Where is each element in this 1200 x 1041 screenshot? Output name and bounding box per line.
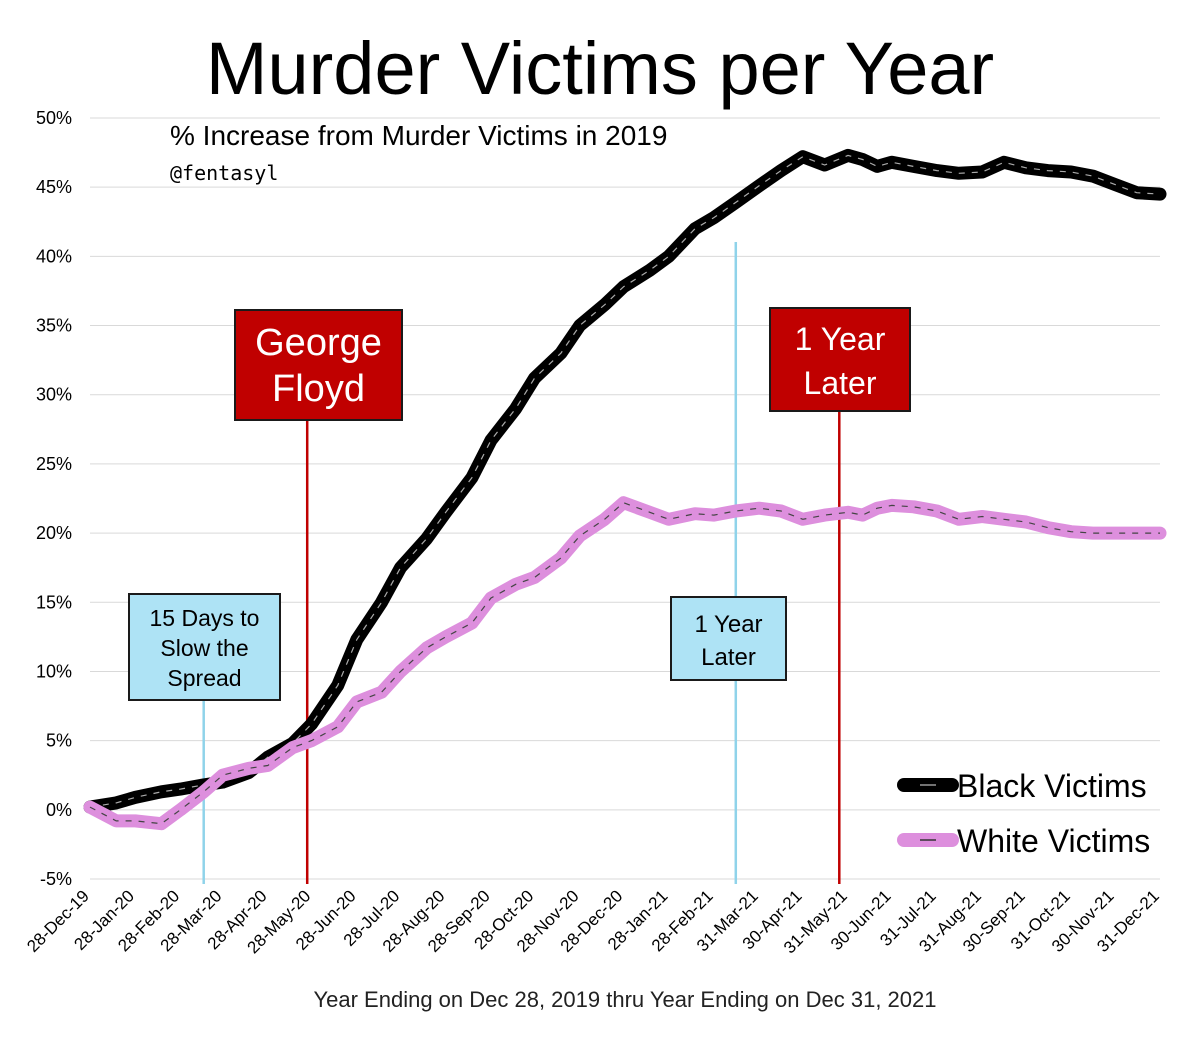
event-label-text: Slow the bbox=[160, 635, 248, 661]
event-label-text: George bbox=[255, 322, 382, 364]
author-handle: @fentasyl bbox=[170, 161, 278, 185]
event-label-text: 1 Year bbox=[694, 611, 762, 638]
y-tick-label: 25% bbox=[36, 454, 72, 474]
series-lines bbox=[83, 148, 1167, 831]
grid-lines bbox=[90, 117, 1160, 880]
event-label-box bbox=[769, 307, 911, 412]
y-tick-label: 40% bbox=[36, 246, 72, 266]
y-tick-label: 20% bbox=[36, 523, 72, 543]
event-label-box bbox=[234, 309, 403, 421]
y-tick-label: 30% bbox=[36, 385, 72, 405]
series-line-dash bbox=[89, 502, 1160, 825]
event-label-text: Spread bbox=[167, 665, 241, 691]
series-line bbox=[83, 148, 1167, 814]
event-label-text: Later bbox=[804, 365, 877, 401]
series-line-dash bbox=[89, 154, 1161, 808]
y-tick-label: 35% bbox=[36, 316, 72, 336]
y-axis-ticks: -5% 0% 5% 10% 15% 20% 25% 30% 35% 40% 45% 50% bbox=[36, 108, 72, 889]
y-tick-label: -5% bbox=[40, 869, 72, 889]
legend: Black Victims White Victims bbox=[897, 768, 1150, 859]
event-label-text: Floyd bbox=[272, 368, 365, 410]
y-tick-label: 0% bbox=[46, 800, 72, 820]
x-axis-ticks: 28-Dec-1928-Jan-2028-Feb-2028-Mar-2028-A… bbox=[23, 886, 1163, 957]
legend-label-black: Black Victims bbox=[957, 768, 1147, 804]
chart-title: Murder Victims per Year bbox=[206, 27, 994, 110]
y-tick-label: 45% bbox=[36, 177, 72, 197]
chart-subtitle: % Increase from Murder Victims in 2019 bbox=[170, 120, 667, 151]
y-tick-label: 15% bbox=[36, 592, 72, 612]
event-label-text: 1 Year bbox=[795, 321, 886, 357]
y-tick-label: 5% bbox=[46, 731, 72, 751]
event-label-text: Later bbox=[701, 644, 756, 671]
event-label-text: 15 Days to bbox=[150, 605, 260, 631]
y-tick-label: 10% bbox=[36, 661, 72, 681]
x-axis-label: Year Ending on Dec 28, 2019 thru Year En… bbox=[313, 987, 936, 1012]
event-label-box bbox=[128, 593, 281, 701]
event-label-box bbox=[670, 596, 787, 681]
legend-label-white: White Victims bbox=[957, 823, 1150, 859]
y-tick-label: 50% bbox=[36, 108, 72, 128]
